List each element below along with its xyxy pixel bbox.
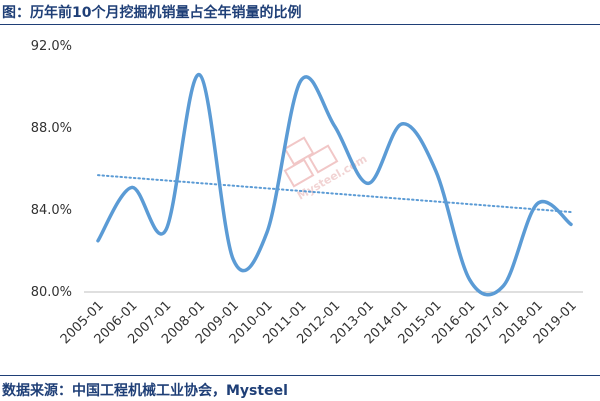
y-axis-ticks: 80.0% 84.0% 88.0% 92.0% (31, 39, 72, 300)
series (96, 72, 573, 297)
y-tick-label: 84.0% (31, 203, 72, 218)
y-tick-label: 88.0% (31, 121, 72, 136)
header-rule (0, 24, 600, 25)
series-line (96, 72, 573, 297)
y-tick-label: 80.0% (31, 285, 72, 300)
chart-title: 图：历年前10个月挖掘机销量占全年销量的比例 (2, 5, 302, 21)
footer-rule (0, 375, 600, 376)
data-source: 数据来源：中国工程机械工业协会，Mysteel (2, 383, 288, 399)
trendline (97, 174, 572, 214)
y-tick-label: 92.0% (31, 39, 72, 54)
x-axis-ticks: 2005-012006-012007-012008-012009-012010-… (58, 298, 580, 347)
trendline-path (97, 174, 572, 214)
